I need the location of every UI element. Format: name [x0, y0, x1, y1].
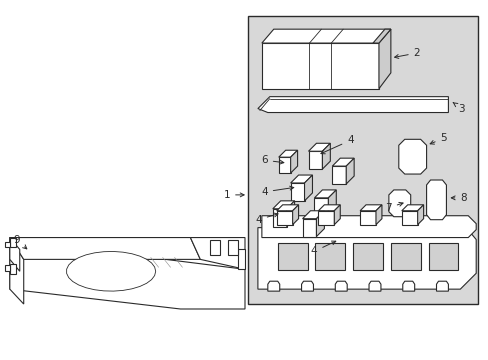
- Polygon shape: [318, 205, 340, 211]
- Polygon shape: [290, 150, 297, 173]
- Bar: [427, 243, 457, 270]
- Polygon shape: [257, 228, 475, 289]
- Text: 5: 5: [429, 133, 446, 144]
- Polygon shape: [292, 205, 298, 225]
- Polygon shape: [290, 183, 304, 201]
- Polygon shape: [290, 175, 312, 183]
- Polygon shape: [10, 238, 200, 260]
- Polygon shape: [5, 242, 10, 247]
- Polygon shape: [359, 205, 381, 211]
- Polygon shape: [66, 252, 155, 291]
- Text: 3: 3: [452, 103, 464, 113]
- Polygon shape: [359, 211, 375, 225]
- Polygon shape: [308, 151, 322, 169]
- Polygon shape: [278, 150, 297, 157]
- Polygon shape: [304, 175, 312, 201]
- Polygon shape: [316, 211, 324, 237]
- Polygon shape: [314, 190, 336, 198]
- Polygon shape: [262, 43, 378, 89]
- Bar: [277, 243, 307, 270]
- Polygon shape: [257, 96, 447, 113]
- Polygon shape: [10, 238, 16, 247]
- Bar: [315, 243, 345, 270]
- Polygon shape: [10, 238, 20, 271]
- Polygon shape: [375, 205, 381, 225]
- Text: 1: 1: [223, 190, 244, 200]
- Polygon shape: [334, 205, 340, 225]
- Polygon shape: [286, 201, 294, 227]
- Polygon shape: [276, 205, 298, 211]
- Polygon shape: [10, 238, 244, 309]
- Polygon shape: [401, 205, 423, 211]
- Polygon shape: [278, 157, 290, 173]
- Text: 2: 2: [394, 48, 420, 58]
- Polygon shape: [426, 180, 446, 220]
- Text: 4: 4: [310, 241, 335, 256]
- Polygon shape: [190, 238, 244, 269]
- Polygon shape: [228, 239, 238, 255]
- Polygon shape: [276, 211, 292, 225]
- Bar: [352, 243, 382, 270]
- Polygon shape: [238, 249, 244, 269]
- Polygon shape: [322, 143, 330, 169]
- Polygon shape: [267, 281, 279, 291]
- Polygon shape: [332, 158, 353, 166]
- Polygon shape: [417, 205, 423, 225]
- Bar: [247, 16, 477, 304]
- Polygon shape: [436, 281, 447, 291]
- Polygon shape: [262, 29, 390, 43]
- Polygon shape: [272, 201, 294, 209]
- Polygon shape: [368, 281, 380, 291]
- Text: 4: 4: [320, 135, 353, 154]
- Polygon shape: [308, 143, 330, 151]
- Polygon shape: [388, 190, 410, 217]
- Polygon shape: [318, 211, 334, 225]
- Polygon shape: [335, 281, 346, 291]
- Text: 4: 4: [255, 213, 278, 225]
- Polygon shape: [302, 211, 324, 219]
- Polygon shape: [327, 190, 336, 216]
- Polygon shape: [401, 211, 417, 225]
- Polygon shape: [378, 29, 390, 89]
- Polygon shape: [301, 281, 313, 291]
- Polygon shape: [398, 139, 426, 174]
- Polygon shape: [262, 216, 475, 238]
- Polygon shape: [346, 158, 353, 184]
- Polygon shape: [302, 219, 316, 237]
- Polygon shape: [332, 166, 346, 184]
- Polygon shape: [5, 265, 10, 271]
- Polygon shape: [10, 238, 24, 304]
- Polygon shape: [210, 239, 220, 255]
- Text: 8: 8: [450, 193, 466, 203]
- Polygon shape: [314, 198, 327, 216]
- Text: 6: 6: [261, 155, 283, 165]
- Bar: [390, 243, 420, 270]
- Polygon shape: [402, 281, 414, 291]
- Text: 7: 7: [385, 202, 402, 213]
- Text: 4: 4: [261, 186, 293, 197]
- Text: 9: 9: [13, 234, 27, 249]
- Polygon shape: [10, 264, 16, 274]
- Polygon shape: [372, 29, 390, 43]
- Polygon shape: [272, 209, 286, 227]
